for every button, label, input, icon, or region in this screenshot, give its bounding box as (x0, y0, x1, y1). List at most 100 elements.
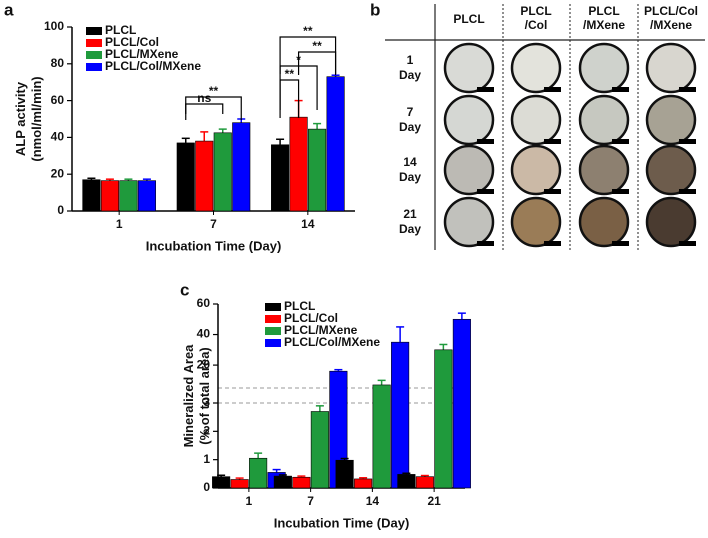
scale-bar (477, 87, 494, 92)
x-tick-label: 7 (307, 494, 314, 508)
sample-image (510, 144, 562, 196)
bar (397, 474, 416, 489)
scale-bar (612, 87, 629, 92)
scale-bar (679, 241, 696, 246)
scale-bar (612, 139, 629, 144)
bar (289, 116, 308, 212)
column-header-line: PLCL (520, 4, 551, 18)
x-tick-label: 21 (427, 494, 441, 508)
y-tick-label: 20 (197, 357, 211, 371)
bar (230, 479, 249, 489)
bar (292, 476, 311, 489)
row-header-line: Day (399, 120, 421, 134)
bar (326, 76, 345, 212)
column-header: PLCL/Col/MXene (644, 4, 698, 32)
y-axis-label: ALP activity(nmol/ml/min) (13, 76, 44, 161)
bar (354, 478, 373, 489)
row-header-line: 7 (407, 105, 414, 119)
column-header-line: PLCL (588, 4, 619, 18)
scale-bar (544, 139, 561, 144)
row-header-line: 14 (403, 155, 417, 169)
bar (273, 475, 292, 489)
x-axis-label: Incubation Time (Day) (274, 515, 410, 530)
scale-bar (477, 139, 494, 144)
sample-image (645, 196, 697, 248)
panel-label: a (4, 0, 14, 19)
legend-swatch (86, 51, 102, 59)
y-axis-label-line: Mineralized Area (181, 344, 196, 448)
x-tick-label: 7 (210, 217, 217, 231)
y-tick-label: 100 (44, 19, 64, 33)
legend-swatch (86, 63, 102, 71)
bar (82, 179, 101, 212)
significance-label: ** (312, 39, 322, 53)
bar (137, 180, 156, 212)
y-tick-label: 40 (197, 327, 211, 341)
bar (335, 459, 354, 489)
row-header-line: 1 (407, 53, 414, 67)
sample-image (510, 94, 562, 146)
sample-image (578, 144, 630, 196)
significance-bracket (297, 51, 337, 75)
scale-bar (679, 139, 696, 144)
legend-label: PLCL/MXene (105, 47, 179, 61)
scale-bar (612, 241, 629, 246)
scale-bar (544, 189, 561, 194)
y-tick-label: 0 (203, 480, 210, 494)
bar (176, 142, 195, 212)
y-axis-label-line: (% of total area) (197, 347, 212, 445)
row-header: 14 Day (399, 155, 421, 184)
column-header-line: PLCL (453, 12, 484, 26)
bar (271, 144, 290, 212)
row-header: 1 Day (399, 53, 421, 82)
row-header-line: Day (399, 68, 421, 82)
legend-label: PLCL/Col/MXene (105, 59, 201, 73)
y-tick-label: 0 (57, 203, 64, 217)
significance-bracket (279, 79, 300, 118)
panel-label: b (370, 0, 380, 19)
row-header-line: 21 (403, 207, 417, 221)
x-tick-label: 1 (246, 494, 253, 508)
x-tick-label: 1 (116, 217, 123, 231)
bar (310, 411, 329, 489)
bar (452, 318, 471, 489)
column-header-line: /MXene (650, 18, 692, 32)
legend-swatch (265, 339, 281, 347)
legend-swatch (265, 315, 281, 323)
legend-label: PLCL/Col (284, 311, 338, 325)
row-header-line: Day (399, 222, 421, 236)
legend-swatch (265, 327, 281, 335)
y-tick-label: 3 (203, 395, 210, 409)
scale-bar (544, 241, 561, 246)
y-tick-label: 20 (51, 166, 65, 180)
y-axis-label: Mineralized Area(% of total area) (181, 344, 212, 448)
x-tick-label: 14 (301, 217, 315, 231)
sample-image (645, 94, 697, 146)
sample-image (443, 144, 495, 196)
y-tick-label: 60 (197, 296, 211, 310)
sample-image (510, 42, 562, 94)
column-header: PLCL/MXene (583, 4, 625, 32)
column-header: PLCL/Col (520, 4, 551, 32)
bar (213, 132, 232, 212)
sample-image (443, 196, 495, 248)
significance-label: ** (303, 24, 313, 38)
bar (372, 384, 391, 489)
legend-label: PLCL/Col (105, 35, 159, 49)
x-axis-label: Incubation Time (Day) (146, 238, 282, 253)
row-header-line: Day (399, 170, 421, 184)
bar (232, 122, 251, 212)
bar (415, 476, 434, 489)
scale-bar (477, 189, 494, 194)
significance-label: ns (197, 91, 211, 105)
legend-label: PLCL/Col/MXene (284, 335, 380, 349)
significance-bracket (185, 96, 242, 120)
y-tick-label: 40 (51, 130, 65, 144)
row-header: 7 Day (399, 105, 421, 134)
row-header: 21 Day (399, 207, 421, 236)
y-axis-label-line: (nmol/ml/min) (29, 76, 44, 161)
sample-image (578, 94, 630, 146)
scale-bar (544, 87, 561, 92)
y-tick-label: 60 (51, 93, 65, 107)
